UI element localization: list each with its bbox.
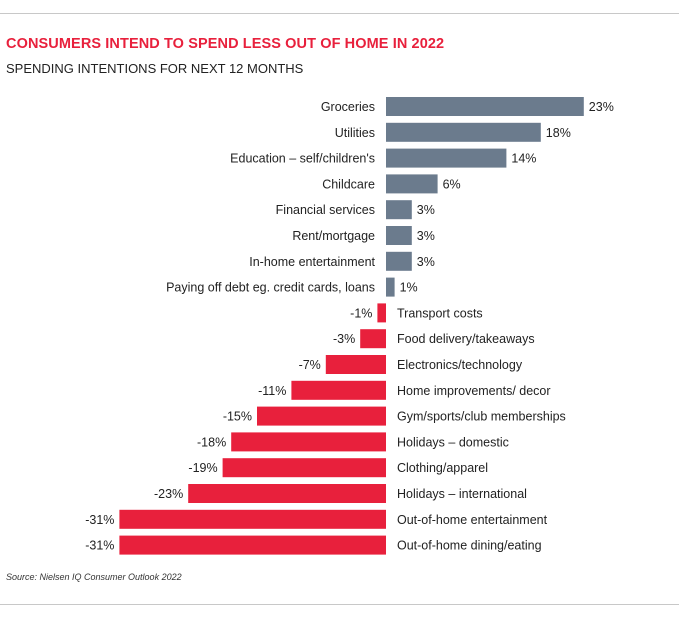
value-label-4: 3% bbox=[417, 203, 435, 217]
value-label-15: -23% bbox=[154, 487, 183, 501]
category-label-1: Utilities bbox=[335, 126, 375, 140]
value-label-2: 14% bbox=[511, 152, 536, 166]
category-label-0: Groceries bbox=[321, 100, 375, 114]
value-label-14: -19% bbox=[188, 461, 217, 475]
bar-14 bbox=[222, 458, 386, 478]
bar-6 bbox=[386, 251, 412, 271]
value-label-6: 3% bbox=[417, 255, 435, 269]
category-label-6: In-home entertainment bbox=[249, 255, 375, 269]
value-label-0: 23% bbox=[589, 100, 614, 114]
bar-11 bbox=[291, 380, 386, 400]
category-label-11: Home improvements/ decor bbox=[397, 384, 551, 398]
bar-5 bbox=[386, 226, 412, 245]
value-label-1: 18% bbox=[546, 126, 571, 140]
category-label-3: Childcare bbox=[322, 177, 375, 191]
value-label-11: -11% bbox=[258, 384, 286, 398]
bar-8 bbox=[377, 303, 386, 323]
category-label-12: Gym/sports/club memberships bbox=[397, 410, 566, 424]
bar-16 bbox=[119, 509, 387, 529]
category-label-16: Out-of-home entertainment bbox=[397, 513, 548, 527]
category-label-7: Paying off debt eg. credit cards, loans bbox=[166, 281, 375, 295]
bar-17 bbox=[119, 535, 387, 555]
value-label-12: -15% bbox=[223, 410, 252, 424]
value-label-13: -18% bbox=[197, 435, 226, 449]
source-note: Source: Nielsen IQ Consumer Outlook 2022 bbox=[6, 572, 182, 582]
value-label-17: -31% bbox=[85, 539, 114, 553]
chart-title: CONSUMERS INTEND TO SPEND LESS OUT OF HO… bbox=[6, 36, 445, 52]
bottom-divider bbox=[0, 604, 679, 605]
bar-0 bbox=[386, 97, 584, 116]
category-label-9: Food delivery/takeaways bbox=[397, 332, 535, 346]
value-label-10: -7% bbox=[299, 358, 321, 372]
bar-7 bbox=[386, 277, 395, 297]
category-label-10: Electronics/technology bbox=[397, 358, 523, 372]
category-label-8: Transport costs bbox=[397, 306, 483, 320]
chart-subtitle: SPENDING INTENTIONS FOR NEXT 12 MONTHS bbox=[6, 61, 304, 76]
category-label-2: Education – self/children's bbox=[230, 152, 375, 166]
bar-3 bbox=[386, 174, 438, 194]
bar-13 bbox=[231, 432, 386, 452]
value-label-3: 6% bbox=[443, 177, 461, 191]
bar-4 bbox=[386, 200, 412, 220]
value-label-7: 1% bbox=[400, 281, 418, 295]
bar-1 bbox=[386, 122, 541, 142]
bar-12 bbox=[257, 406, 386, 426]
bar-15 bbox=[188, 484, 386, 503]
category-label-14: Clothing/apparel bbox=[397, 461, 488, 475]
top-divider bbox=[0, 13, 679, 14]
value-label-16: -31% bbox=[85, 513, 114, 527]
value-label-9: -3% bbox=[333, 332, 355, 346]
bar-9 bbox=[360, 329, 386, 349]
category-label-17: Out-of-home dining/eating bbox=[397, 539, 542, 553]
category-label-13: Holidays – domestic bbox=[397, 435, 509, 449]
category-label-4: Financial services bbox=[276, 203, 375, 217]
category-label-15: Holidays – international bbox=[397, 487, 527, 501]
value-label-5: 3% bbox=[417, 229, 435, 243]
bar-10 bbox=[325, 355, 386, 374]
category-label-5: Rent/mortgage bbox=[292, 229, 375, 243]
bar-2 bbox=[386, 148, 507, 168]
value-label-8: -1% bbox=[350, 306, 372, 320]
